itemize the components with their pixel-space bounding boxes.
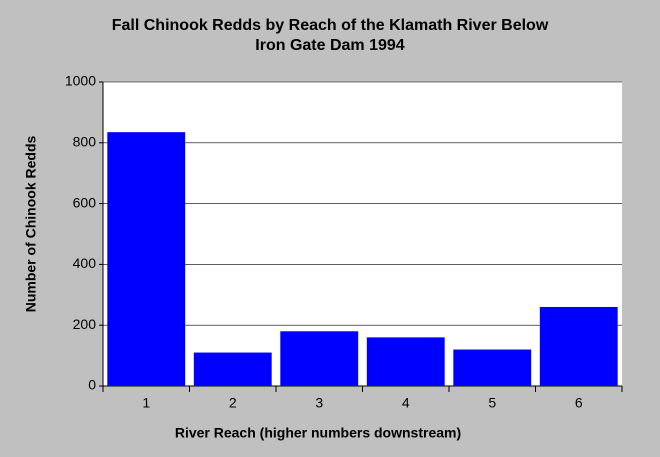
y-tick-label: 0 [88,377,96,393]
x-axis-title: River Reach (higher numbers downstream) [175,425,461,441]
chart-title: Fall Chinook Redds by Reach of the Klama… [112,17,549,34]
x-tick-label: 1 [142,395,150,411]
bar [539,306,618,386]
y-tick-label: 1000 [65,73,96,89]
y-tick-label: 800 [73,134,97,150]
bar [453,349,532,386]
bar [193,352,272,386]
x-tick-label: 6 [575,395,583,411]
y-tick-label: 600 [73,194,97,210]
chart-title: Iron Gate Dam 1994 [255,37,405,54]
bar [366,337,445,386]
y-axis-title: Number of Chinook Redds [23,136,39,313]
x-tick-label: 5 [488,395,496,411]
y-tick-label: 200 [73,316,97,332]
plot-area [103,82,622,386]
y-tick-label: 400 [73,255,97,271]
x-tick-label: 3 [315,395,323,411]
x-tick-label: 4 [402,395,410,411]
bar [280,331,359,386]
bar [107,132,186,386]
x-tick-label: 2 [229,395,237,411]
